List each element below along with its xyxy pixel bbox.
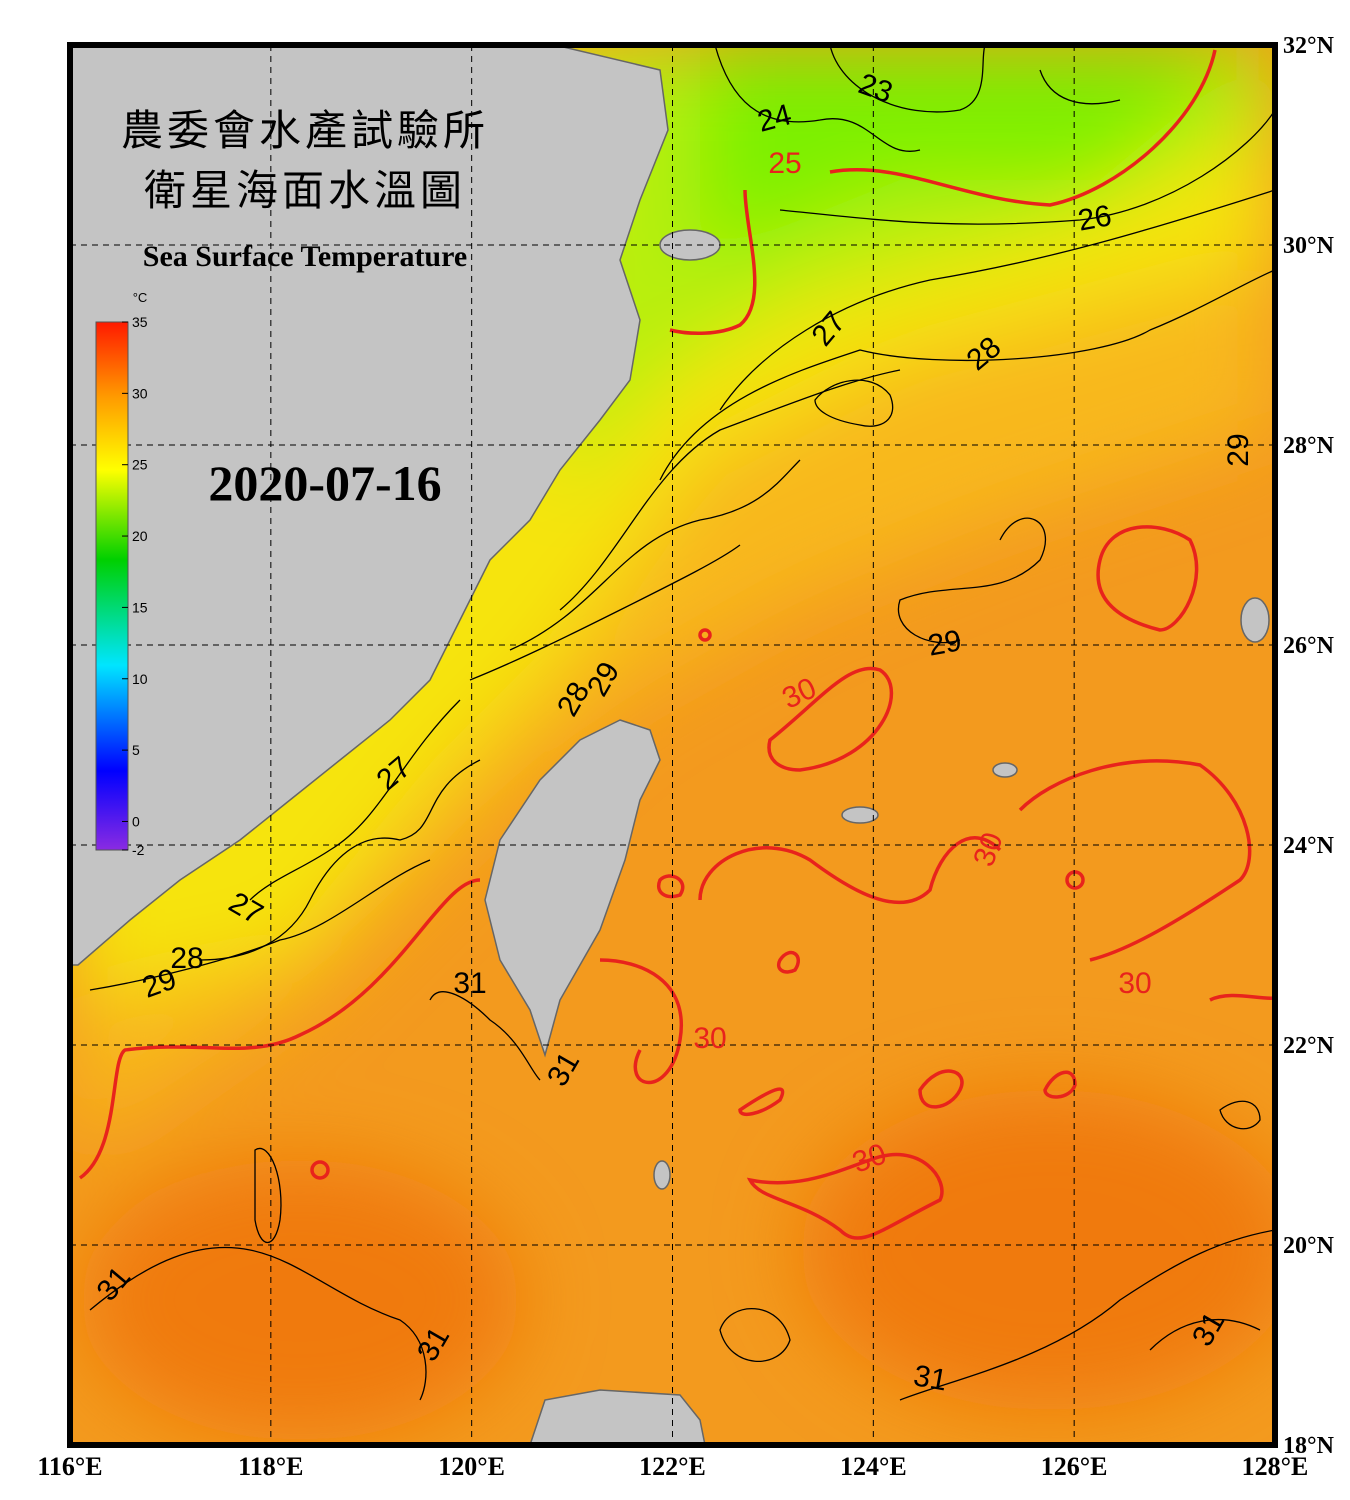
mainland <box>70 45 669 966</box>
contour-label: 29 <box>925 624 964 662</box>
colorbar-tick-label: 35 <box>132 314 148 330</box>
colorbar-ramp <box>95 321 129 851</box>
lat-label: 22°N <box>1283 1033 1335 1059</box>
subtitle: Sea Surface Temperature <box>143 240 467 273</box>
lat-label: 24°N <box>1283 833 1335 859</box>
lat-label: 28°N <box>1283 433 1335 459</box>
graticule <box>70 45 1275 1445</box>
contour-label: 25 <box>768 147 801 180</box>
lon-label: 124°E <box>840 1452 907 1481</box>
colorbar-tick-label: 5 <box>132 742 140 758</box>
contour-label: 26 <box>1075 199 1114 237</box>
axis-labels: 116°E 118°E 120°E 122°E 124°E 126°E 128°E18°N 2… <box>37 33 1334 1481</box>
land <box>70 45 1270 1445</box>
lon-label: 122°E <box>639 1452 706 1481</box>
luzon <box>529 1389 706 1445</box>
taiwan <box>484 719 661 1058</box>
lat-label: 26°N <box>1283 633 1335 659</box>
colorbar-tick-label: 30 <box>132 385 148 401</box>
black-contours <box>89 45 1275 1401</box>
colorbar-tick-label: 15 <box>132 599 148 615</box>
colorbar-tick-label: 20 <box>132 528 148 544</box>
island <box>992 762 1018 778</box>
colorbar-unit: °C <box>133 290 148 305</box>
lon-label: 126°E <box>1041 1452 1108 1481</box>
colorbar-tick-label: -2 <box>132 842 145 858</box>
lat-label: 32°N <box>1283 33 1335 59</box>
island <box>1240 597 1270 643</box>
date: 2020-07-16 <box>208 455 441 511</box>
contour-label: 30 <box>1118 967 1151 1000</box>
lat-label: 30°N <box>1283 233 1335 259</box>
lon-label: 128°E <box>1242 1452 1309 1481</box>
contour-label: 31 <box>453 967 486 1000</box>
island <box>653 1160 671 1190</box>
contour-label: 30 <box>693 1022 726 1055</box>
lat-label: 18°N <box>1283 1433 1335 1459</box>
title-line: 農委會水產試驗所 <box>121 106 489 155</box>
colorbar-tick-label: 25 <box>132 457 148 473</box>
colorbar: °C 35 30 25 20 15 10 5 0 -2 <box>95 290 148 858</box>
contour-label: 31 <box>911 1359 950 1397</box>
colorbar-tick-label: 0 <box>132 813 140 829</box>
colorbar-tick-label: 10 <box>132 671 148 687</box>
contour-label: 28 <box>170 942 203 975</box>
island <box>841 806 879 824</box>
map-frame <box>67 42 1278 1448</box>
lat-label: 20°N <box>1283 1233 1335 1259</box>
lon-label: 118°E <box>238 1452 303 1481</box>
contour-label: 29 <box>1222 433 1255 466</box>
lon-label: 120°E <box>438 1452 505 1481</box>
lon-label: 116°E <box>37 1452 102 1481</box>
title-line: 衛星海面水溫圖 <box>144 166 466 215</box>
